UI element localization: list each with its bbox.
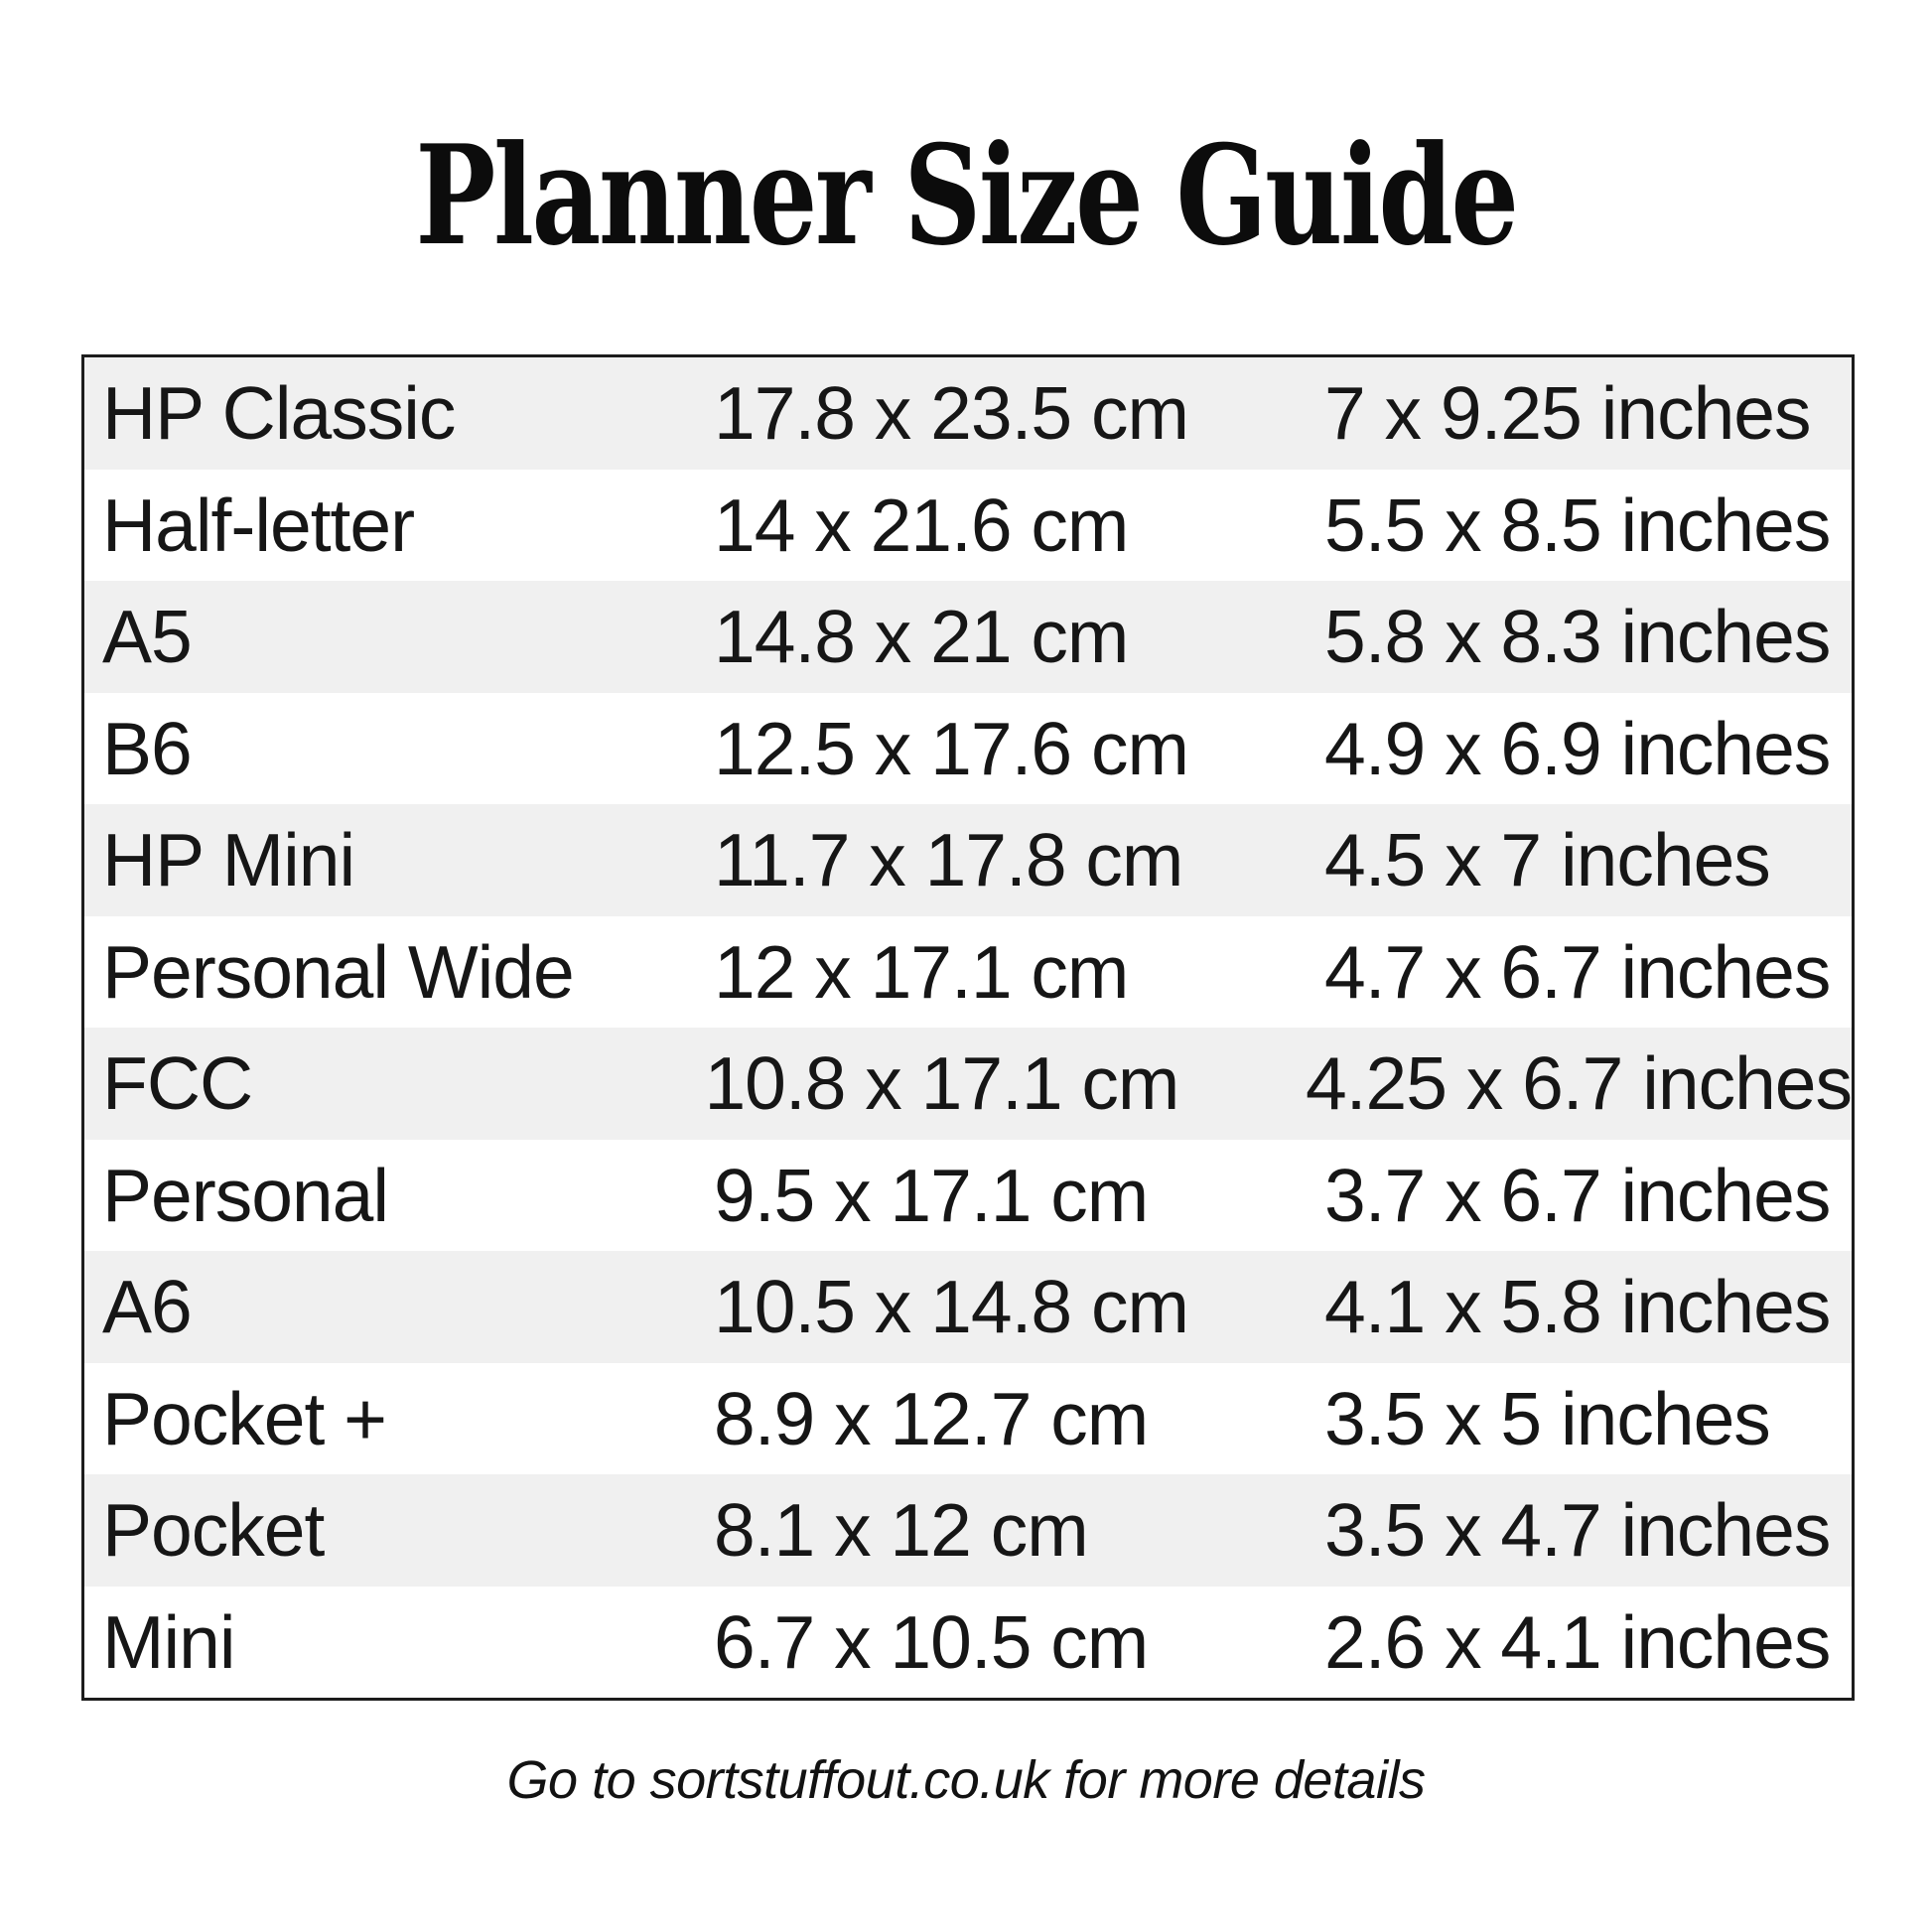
size-inches-cell: 2.6 x 4.1 inches [1324,1599,1831,1684]
table-row: Personal 9.5 x 17.1 cm 3.7 x 6.7 inches [84,1139,1852,1251]
size-cm-cell: 6.7 x 10.5 cm [714,1599,1149,1684]
planner-name-cell: A5 [102,595,193,679]
size-cm-cell: 8.9 x 12.7 cm [714,1376,1149,1460]
footer-note: Go to sortstuffout.co.uk for more detail… [506,1750,1426,1810]
size-cm-cell: 17.8 x 23.5 cm [714,371,1189,456]
size-cm-cell: 12 x 17.1 cm [714,929,1129,1014]
size-cm-cell: 12.5 x 17.6 cm [714,706,1189,790]
size-table: HP Classic 17.8 x 23.5 cm 7 x 9.25 inche… [81,354,1855,1701]
planner-name-cell: Personal [102,1153,389,1237]
size-inches-cell: 3.5 x 4.7 inches [1324,1488,1831,1573]
size-inches-cell: 4.25 x 6.7 inches [1305,1041,1853,1126]
size-inches-cell: 5.5 x 8.5 inches [1324,483,1831,567]
planner-name-cell: HP Classic [102,371,456,456]
size-inches-cell: 4.1 x 5.8 inches [1324,1265,1831,1349]
table-row: Half-letter 14 x 21.6 cm 5.5 x 8.5 inche… [84,469,1852,581]
planner-name-cell: A6 [102,1265,193,1349]
table-row: A5 14.8 x 21 cm 5.8 x 8.3 inches [84,581,1852,693]
size-cm-cell: 10.5 x 14.8 cm [714,1265,1189,1349]
planner-name-cell: HP Mini [102,818,355,902]
size-inches-cell: 4.9 x 6.9 inches [1324,706,1831,790]
page-title-text: Planner Size Guide [415,114,1519,276]
table-row: Mini 6.7 x 10.5 cm 2.6 x 4.1 inches [84,1586,1852,1698]
size-inches-cell: 4.5 x 7 inches [1324,818,1771,902]
size-inches-cell: 4.7 x 6.7 inches [1324,929,1831,1014]
table-row: A6 10.5 x 14.8 cm 4.1 x 5.8 inches [84,1251,1852,1363]
size-inches-cell: 5.8 x 8.3 inches [1324,595,1831,679]
planner-name-cell: FCC [102,1041,253,1126]
size-cm-cell: 9.5 x 17.1 cm [714,1153,1149,1237]
table-row: B6 12.5 x 17.6 cm 4.9 x 6.9 inches [84,692,1852,804]
size-cm-cell: 14.8 x 21 cm [714,595,1129,679]
table-row: HP Mini 11.7 x 17.8 cm 4.5 x 7 inches [84,804,1852,916]
planner-name-cell: Half-letter [102,483,415,567]
size-cm-cell: 8.1 x 12 cm [714,1488,1089,1573]
size-cm-cell: 14 x 21.6 cm [714,483,1129,567]
size-inches-cell: 3.7 x 6.7 inches [1324,1153,1831,1237]
size-inches-cell: 3.5 x 5 inches [1324,1376,1771,1460]
size-cm-cell: 11.7 x 17.8 cm [714,818,1183,902]
table-row: HP Classic 17.8 x 23.5 cm 7 x 9.25 inche… [84,357,1852,470]
table-row: FCC 10.8 x 17.1 cm 4.25 x 6.7 inches [84,1028,1853,1140]
table-row: Pocket + 8.9 x 12.7 cm 3.5 x 5 inches [84,1362,1852,1474]
page-title: Planner Size Guide [0,127,1932,264]
size-inches-cell: 7 x 9.25 inches [1324,371,1812,456]
planner-name-cell: Pocket [102,1488,325,1573]
planner-name-cell: Pocket + [102,1376,387,1460]
size-cm-cell: 10.8 x 17.1 cm [704,1041,1179,1126]
planner-name-cell: Personal Wide [102,929,575,1014]
planner-name-cell: B6 [102,706,193,790]
table-row: Pocket 8.1 x 12 cm 3.5 x 4.7 inches [84,1474,1852,1587]
planner-name-cell: Mini [102,1599,236,1684]
table-row: Personal Wide 12 x 17.1 cm 4.7 x 6.7 inc… [84,915,1852,1028]
